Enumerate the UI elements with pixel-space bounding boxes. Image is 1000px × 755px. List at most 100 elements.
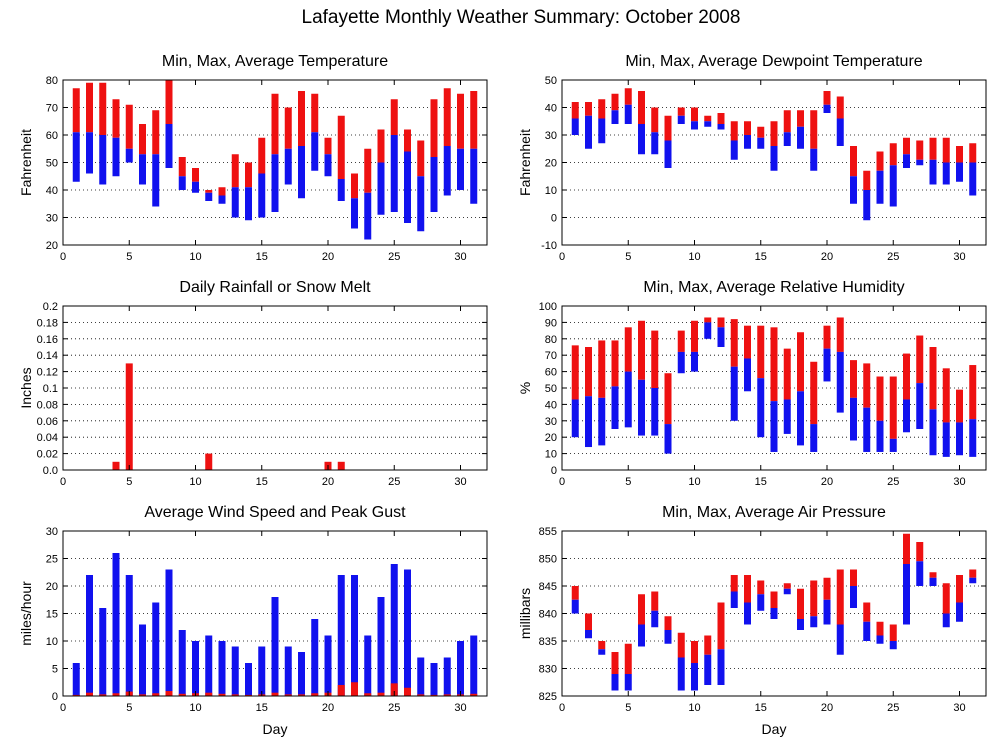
bar-max-day-9 xyxy=(677,632,685,658)
bar-max-day-7 xyxy=(651,107,659,133)
bar-min-day-30 xyxy=(956,422,963,456)
x-tick-label: 25 xyxy=(388,476,400,488)
bar-max-day-6 xyxy=(638,320,645,380)
avg-wind-bar-day-21 xyxy=(337,685,345,696)
bar-min-day-27 xyxy=(916,383,924,429)
gust-bar-day-25 xyxy=(390,564,398,696)
bar-max-day-13 xyxy=(730,575,738,592)
avg-wind-bar-day-12 xyxy=(218,693,226,696)
x-tick-label: 10 xyxy=(688,251,700,263)
bar-min-day-11 xyxy=(205,192,213,201)
x-tick-label: 15 xyxy=(256,702,268,714)
rain-bar-day-5 xyxy=(125,363,133,470)
gust-bar-day-26 xyxy=(404,569,411,696)
bar-max-day-20 xyxy=(324,137,332,155)
bar-max-day-30 xyxy=(956,389,963,423)
y-tick-label: 0.1 xyxy=(43,383,58,395)
bar-max-day-24 xyxy=(876,376,884,421)
x-tick-label: 5 xyxy=(625,476,631,488)
chart-rh: 0 10 20 30 40 50 60 70 80 90 100 0 5 10 15 20 25 30 Min, M… xyxy=(517,279,987,488)
bar-min-day-16 xyxy=(770,608,778,619)
y-tick-label: 0 xyxy=(551,213,557,225)
y-tick-label: 825 xyxy=(539,691,557,703)
bar-min-day-12 xyxy=(717,124,725,130)
x-axis-label: Day xyxy=(263,721,288,737)
bar-min-day-24 xyxy=(876,420,884,452)
bar-max-day-21 xyxy=(836,317,844,352)
bar-min-day-3 xyxy=(99,135,107,185)
bar-min-day-3 xyxy=(598,397,606,446)
y-axis-label: % xyxy=(517,382,533,394)
bar-max-day-16 xyxy=(770,591,778,608)
gust-bar-day-30 xyxy=(457,641,464,696)
bar-max-day-21 xyxy=(836,569,844,625)
x-tick-label: 10 xyxy=(189,476,201,488)
bar-min-day-27 xyxy=(916,159,924,166)
gust-bar-day-2 xyxy=(86,575,93,696)
bar-min-day-26 xyxy=(903,154,910,168)
bar-max-day-29 xyxy=(942,368,950,423)
bar-min-day-17 xyxy=(284,148,292,185)
bar-max-day-5 xyxy=(624,643,632,674)
bar-max-day-4 xyxy=(611,652,619,674)
bar-min-day-21 xyxy=(836,118,844,146)
bar-max-day-5 xyxy=(624,88,632,105)
bar-max-day-24 xyxy=(876,151,884,171)
bar-min-day-15 xyxy=(757,594,765,611)
x-tick-label: 30 xyxy=(953,476,965,488)
chart-title: Average Wind Speed and Peak Gust xyxy=(144,504,406,521)
gust-bar-day-14 xyxy=(245,663,252,696)
bar-max-day-18 xyxy=(797,332,804,392)
avg-wind-bar-day-17 xyxy=(284,694,292,696)
gust-bar-day-13 xyxy=(231,646,239,696)
bar-max-day-9 xyxy=(677,330,685,352)
gust-bar-day-6 xyxy=(139,624,146,696)
avg-wind-bar-day-3 xyxy=(99,694,107,696)
bar-max-day-10 xyxy=(691,320,698,352)
bar-max-day-12 xyxy=(717,113,725,124)
bar-min-day-16 xyxy=(271,154,279,212)
bar-max-day-19 xyxy=(810,361,818,425)
y-tick-label: 30 xyxy=(545,130,557,142)
bar-max-day-29 xyxy=(443,88,451,146)
bar-max-day-31 xyxy=(969,143,977,163)
bar-min-day-7 xyxy=(651,388,659,436)
gust-bar-day-5 xyxy=(125,575,133,696)
bar-min-day-23 xyxy=(863,190,871,221)
y-axis-label: Fahrenheit xyxy=(517,129,533,196)
bar-max-day-8 xyxy=(664,373,672,425)
bar-max-day-6 xyxy=(638,91,645,124)
bar-min-day-5 xyxy=(125,148,133,163)
bar-max-day-30 xyxy=(457,93,464,149)
bar-min-day-9 xyxy=(677,657,685,691)
bar-max-day-15 xyxy=(757,325,765,379)
y-tick-label: 0.2 xyxy=(43,301,58,313)
bar-min-day-20 xyxy=(823,348,831,382)
y-tick-label: 30 xyxy=(46,213,58,225)
gust-bar-day-12 xyxy=(218,641,226,696)
x-tick-label: 10 xyxy=(688,702,700,714)
y-tick-label: 50 xyxy=(46,158,58,170)
bar-min-day-19 xyxy=(810,424,818,452)
y-tick-label: 0.06 xyxy=(37,416,58,428)
bar-max-day-28 xyxy=(929,347,937,410)
y-axis-label: miles/hour xyxy=(18,581,34,646)
x-tick-label: 20 xyxy=(322,702,334,714)
bar-min-day-31 xyxy=(969,162,977,196)
chart-rain: 0.0 0.02 0.04 0.06 0.08 0.1 0.12 0.14 0.16 0.18 0.… xyxy=(18,279,488,488)
y-tick-label: 0 xyxy=(52,691,58,703)
bar-min-day-5 xyxy=(624,674,632,691)
bar-max-day-17 xyxy=(284,107,292,149)
bar-min-day-21 xyxy=(836,624,844,655)
bar-min-day-31 xyxy=(470,148,478,204)
bar-min-day-27 xyxy=(417,176,425,232)
bar-min-day-20 xyxy=(823,104,831,113)
bar-min-day-8 xyxy=(664,630,672,644)
bar-max-day-17 xyxy=(783,348,791,400)
bar-max-day-31 xyxy=(969,569,977,578)
bar-max-day-20 xyxy=(823,91,831,105)
bar-max-day-11 xyxy=(704,115,712,122)
bar-max-day-4 xyxy=(112,99,120,138)
y-tick-label: 70 xyxy=(545,350,557,362)
